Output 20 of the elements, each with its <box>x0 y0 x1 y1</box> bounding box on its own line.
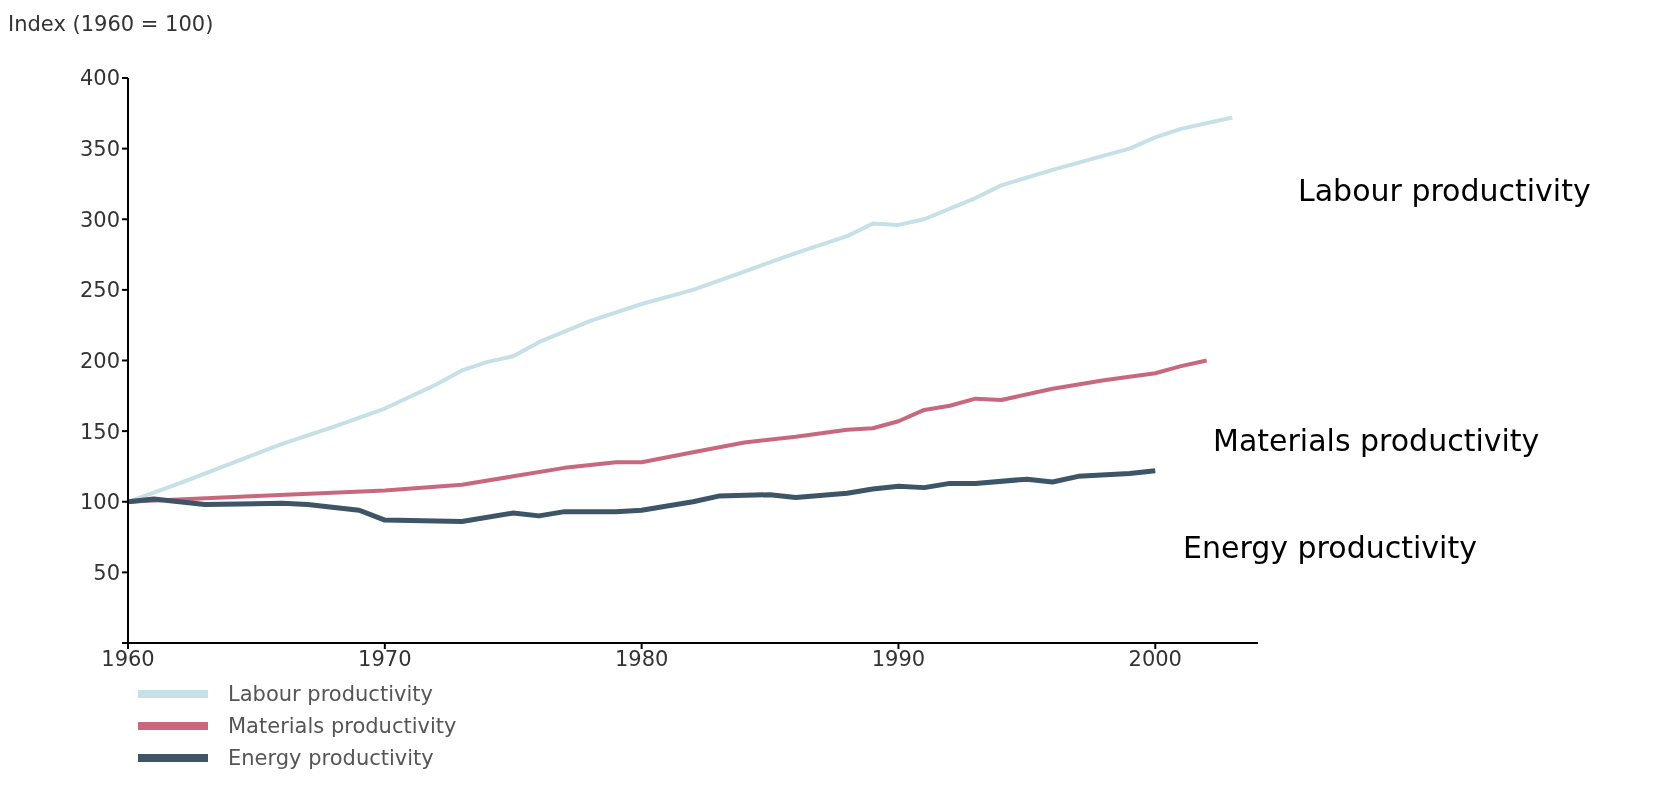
text: Labour productivity <box>1298 173 1591 208</box>
x-tick-label: 2000 <box>1128 646 1182 671</box>
y-tick-label: 350 <box>79 137 120 162</box>
x-tick-label: 1960 <box>101 646 155 671</box>
legend-label: Labour productivity <box>228 682 433 706</box>
x-tick-label: 1970 <box>358 646 412 671</box>
y-tick-label: 250 <box>79 278 120 303</box>
y-tick-label: 400 <box>79 66 120 91</box>
legend-label: Energy productivity <box>228 746 434 770</box>
annotation: Energy productivity <box>1183 530 1477 565</box>
x-tick-label: 1990 <box>871 646 926 671</box>
annotation: Materials productivity <box>1213 423 1540 458</box>
x-tick-label: 1980 <box>614 646 669 671</box>
y-axis-title: Index (1960 = 100) <box>8 12 214 36</box>
y-tick-label: 300 <box>79 207 120 232</box>
y-tick-label: 150 <box>79 419 120 444</box>
y-tick-label: 100 <box>79 490 120 515</box>
y-tick-label: 50 <box>93 560 120 585</box>
y-tick-label: 200 <box>79 348 120 373</box>
legend-label: Materials productivity <box>228 714 457 738</box>
